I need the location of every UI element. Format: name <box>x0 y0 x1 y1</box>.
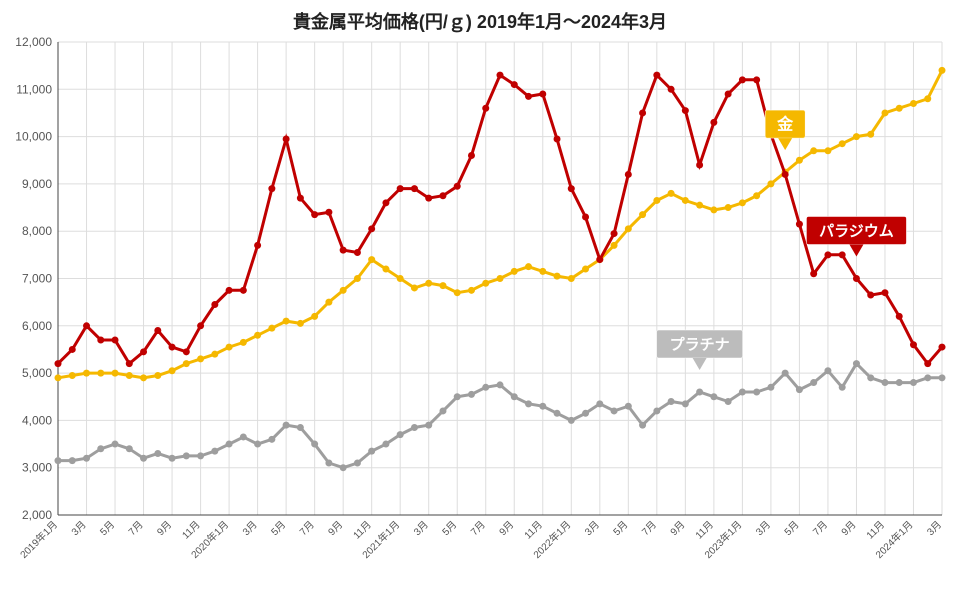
svg-text:5,000: 5,000 <box>22 366 52 380</box>
callout-パラジウム: パラジウム <box>806 217 906 257</box>
callout-プラチナ: プラチナ <box>657 330 743 370</box>
svg-text:3月: 3月 <box>411 519 430 538</box>
svg-text:7月: 7月 <box>639 519 658 538</box>
svg-text:9,000: 9,000 <box>22 177 52 191</box>
svg-text:3月: 3月 <box>754 519 773 538</box>
svg-text:2019年1月: 2019年1月 <box>17 518 60 561</box>
svg-text:9月: 9月 <box>155 519 174 538</box>
chart-container: { "title": "貴金属平均価格(円/ｇ) 2019年1月～2024年3月… <box>0 0 960 595</box>
svg-text:5月: 5月 <box>98 519 117 538</box>
svg-text:3月: 3月 <box>925 519 944 538</box>
svg-text:2,000: 2,000 <box>22 508 52 522</box>
svg-text:5月: 5月 <box>440 519 459 538</box>
svg-text:5月: 5月 <box>782 519 801 538</box>
series-プラチナ <box>58 364 942 468</box>
svg-text:3,000: 3,000 <box>22 461 52 475</box>
svg-text:金: 金 <box>776 115 794 134</box>
svg-text:7月: 7月 <box>468 519 487 538</box>
svg-text:7,000: 7,000 <box>22 272 52 286</box>
svg-text:11月: 11月 <box>180 519 203 542</box>
svg-text:11月: 11月 <box>522 519 545 542</box>
svg-text:3月: 3月 <box>69 519 88 538</box>
svg-text:5月: 5月 <box>269 519 288 538</box>
svg-text:11月: 11月 <box>864 519 887 542</box>
svg-text:4,000: 4,000 <box>22 413 52 427</box>
svg-text:5月: 5月 <box>611 519 630 538</box>
svg-text:パラジウム: パラジウム <box>819 223 894 240</box>
svg-text:11月: 11月 <box>351 519 374 542</box>
svg-text:9月: 9月 <box>839 519 858 538</box>
svg-text:9月: 9月 <box>497 519 516 538</box>
svg-text:12,000: 12,000 <box>15 35 52 49</box>
svg-text:10,000: 10,000 <box>15 130 52 144</box>
svg-text:11,000: 11,000 <box>16 82 52 96</box>
chart-svg: 2,000 3,000 4,000 5,000 6,000 7,000 8,000 9,000… <box>0 0 960 595</box>
svg-text:6,000: 6,000 <box>22 319 52 333</box>
svg-text:3月: 3月 <box>582 519 601 538</box>
svg-text:7月: 7月 <box>297 519 316 538</box>
svg-text:9月: 9月 <box>326 519 345 538</box>
svg-text:8,000: 8,000 <box>22 224 52 238</box>
svg-text:9月: 9月 <box>668 519 687 538</box>
svg-text:7月: 7月 <box>811 519 830 538</box>
svg-text:3月: 3月 <box>240 519 259 538</box>
svg-text:11月: 11月 <box>693 519 716 542</box>
svg-text:7月: 7月 <box>126 519 145 538</box>
svg-text:プラチナ: プラチナ <box>670 336 730 353</box>
